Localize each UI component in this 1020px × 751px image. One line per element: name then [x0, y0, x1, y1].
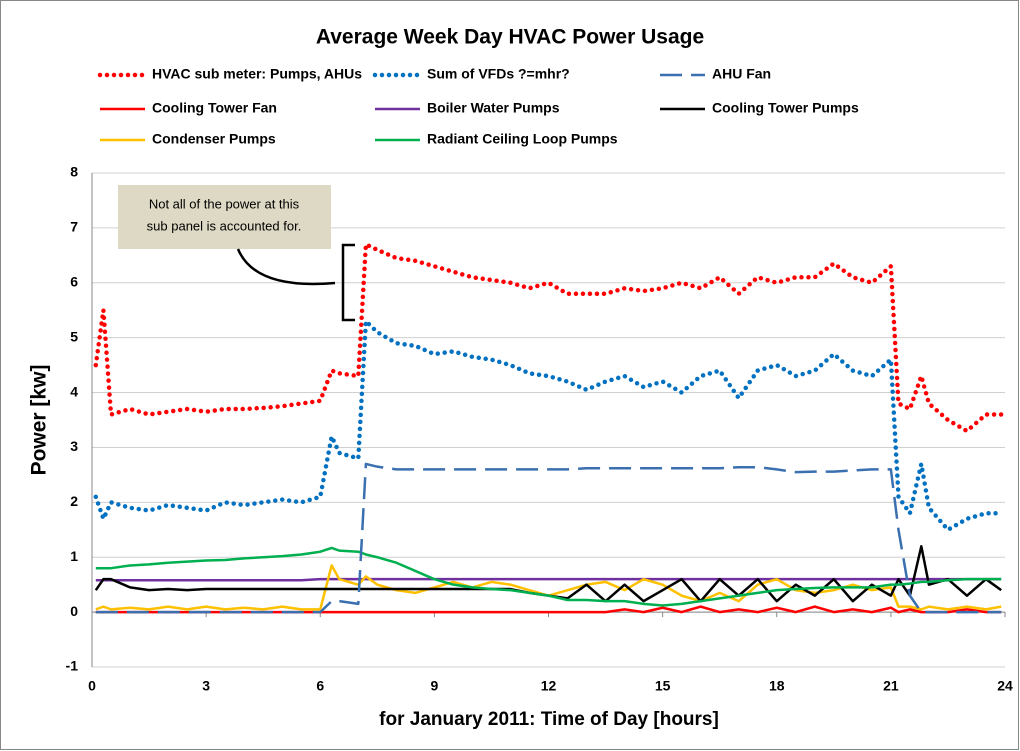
series-line: [95, 577, 1002, 582]
legend-label: Sum of VFDs ?=mhr?: [427, 66, 570, 82]
chart-title: Average Week Day HVAC Power Usage: [316, 26, 704, 49]
y-tick-label: 3: [70, 438, 78, 454]
x-tick-label: 9: [430, 678, 438, 694]
x-tick-label: 18: [769, 678, 785, 694]
series-line: [95, 462, 1002, 614]
callout-text: sub panel is accounted for.: [147, 218, 302, 233]
series-line: [93, 242, 1004, 434]
y-tick-label: 1: [70, 548, 78, 564]
callout: Not all of the power at this sub panel i…: [118, 185, 355, 322]
x-tick-label: 24: [997, 678, 1013, 694]
y-tick-label: 4: [70, 383, 78, 399]
series-line: [95, 546, 1002, 607]
x-tick-label: 21: [883, 678, 899, 694]
y-tick-label: 5: [70, 328, 78, 344]
callout-arrow: [236, 248, 336, 286]
x-tick-label: 0: [88, 678, 96, 694]
y-axis-label: Power [kw]: [28, 365, 51, 476]
series-line: [93, 318, 1004, 533]
y-tick-label: 6: [70, 273, 78, 289]
x-tick-label: 12: [541, 678, 557, 694]
bracket: [341, 243, 355, 322]
y-tick-label: 8: [70, 164, 78, 180]
legend: HVAC sub meter: Pumps, AHUs Sum of VFDs ?…: [97, 66, 859, 147]
x-axis-label: for January 2011: Time of Day [hours]: [379, 709, 719, 730]
lines: [93, 242, 1004, 614]
legend-label: Radiant Ceiling Loop Pumps: [427, 131, 618, 147]
x-tick-label: 6: [316, 678, 324, 694]
y-tick-label: -1: [66, 658, 79, 674]
legend-label: Cooling Tower Pumps: [712, 100, 859, 116]
y-tick-label: 7: [70, 219, 78, 235]
x-tick-label: 15: [655, 678, 671, 694]
legend-label: HVAC sub meter: Pumps, AHUs: [152, 66, 362, 82]
callout-box: [118, 185, 331, 249]
x-tick-label: 3: [202, 678, 210, 694]
legend-label: AHU Fan: [712, 66, 771, 82]
y-tick-label: 0: [70, 603, 78, 619]
legend-label: Cooling Tower Fan: [152, 100, 277, 116]
legend-label: Condenser Pumps: [152, 131, 276, 147]
legend-label: Boiler Water Pumps: [427, 100, 560, 116]
callout-text: Not all of the power at this: [149, 196, 300, 211]
y-tick-label: 2: [70, 493, 78, 509]
series-line: [95, 564, 1002, 611]
